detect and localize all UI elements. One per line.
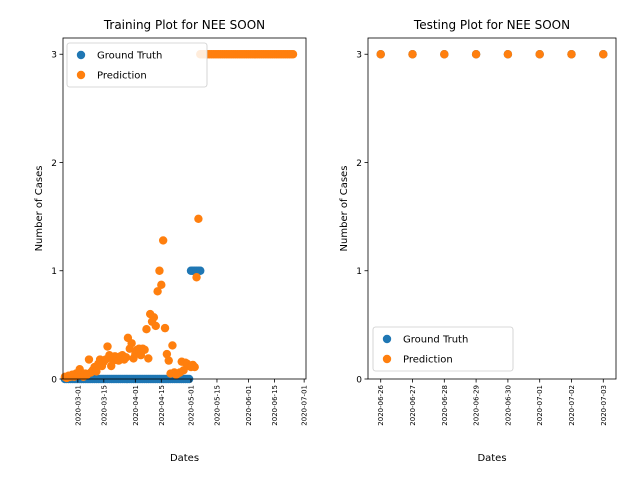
training-point-prediction [158, 236, 168, 245]
testing-chart-title: Testing Plot for NEE SOON [413, 18, 570, 32]
training-point-prediction [162, 349, 172, 359]
testing-y-tick-label: 2 [356, 159, 362, 169]
training-point-prediction [160, 323, 170, 333]
training-legend-box [66, 42, 208, 88]
testing-point-prediction [535, 50, 544, 59]
training-point-prediction [194, 214, 203, 223]
testing-y-tick-label: 1 [356, 267, 362, 277]
training-x-tick-label: 2020-05-01 [187, 385, 195, 426]
training-axes-frame [62, 37, 307, 380]
training-legend-marker [76, 70, 86, 80]
testing-x-tick-label: 2020-06-26 [377, 384, 385, 425]
training-legend: Ground Truth Prediction [66, 42, 208, 88]
training-legend-label: Prediction [97, 71, 147, 82]
training-x-tick-label: 2020-04-01 [132, 385, 140, 426]
training-point-prediction [151, 321, 160, 331]
training-point-prediction [92, 367, 101, 376]
training-x-axis-label: Dates [170, 453, 199, 464]
training-point-prediction [84, 355, 94, 364]
training-point-prediction [121, 353, 131, 362]
training-x-tick-label: 2020-05-15 [213, 385, 221, 426]
testing-y-tick-label: 3 [356, 51, 362, 61]
training-point-prediction [190, 362, 199, 372]
training-y-axis-label: Number of Cases [34, 166, 45, 252]
training-legend-marker [76, 50, 86, 60]
testing-point-prediction [376, 50, 385, 59]
training-x-tick-label: 2020-03-15 [100, 385, 108, 426]
training-point-prediction [144, 354, 153, 363]
testing-legend-box [372, 326, 514, 372]
training-point-prediction [192, 273, 201, 282]
testing-x-tick-label: 2020-06-29 [473, 385, 481, 426]
training-y-tick-label: 0 [51, 376, 57, 386]
testing-y-axis-label: Number of Cases [339, 166, 350, 252]
testing-legend-label: Ground Truth [403, 335, 468, 346]
testing-x-tick-label: 2020-07-03 [600, 385, 608, 426]
training-point-prediction [149, 313, 159, 322]
training-point-prediction [127, 339, 136, 348]
training-point-prediction [103, 342, 112, 351]
testing-point-prediction [440, 50, 449, 59]
testing-point-prediction [503, 50, 513, 59]
testing-x-tick-label: 2020-06-30 [504, 385, 512, 426]
testing-x-tick-label: 2020-07-02 [568, 385, 576, 426]
testing-x-axis-label: Dates [477, 453, 506, 464]
testing-x-tick-label: 2020-07-01 [536, 385, 544, 426]
training-y-tick-label: 1 [51, 267, 57, 277]
training-point-prediction [155, 266, 164, 275]
training-x-tick-label: 2020-04-15 [158, 385, 166, 426]
training-x-tick-label: 2020-06-01 [245, 385, 253, 426]
testing-point-prediction [599, 50, 608, 59]
training-x-tick-label: 2020-06-15 [271, 385, 279, 426]
training-y-tick-label: 2 [51, 159, 57, 169]
testing-plot: Testing Plot for NEE SOON 0 1 2 3 2020-06-26 2… [339, 18, 617, 464]
testing-point-prediction [567, 50, 576, 59]
training-point-ground-truth [196, 266, 205, 275]
training-point-prediction [140, 345, 149, 354]
testing-y-tick-label: 0 [356, 376, 362, 386]
testing-x-tick-label: 2020-06-28 [441, 385, 449, 426]
training-legend-label: Ground Truth [97, 51, 162, 62]
training-x-tick-label: 2020-07-01 [301, 385, 309, 426]
training-plot: Training Plot for NEE SOON 0 1 2 3 2020-03-01… [34, 18, 309, 464]
testing-legend-marker [382, 334, 392, 344]
training-point-prediction [142, 325, 151, 334]
training-chart-title: Training Plot for NEE SOON [103, 18, 265, 32]
training-point-prediction [153, 287, 162, 296]
testing-legend: Ground Truth Prediction [372, 326, 514, 372]
testing-legend-label: Prediction [403, 355, 453, 366]
testing-x-tick-label: 2020-06-27 [409, 385, 417, 426]
training-point-prediction [288, 50, 298, 59]
testing-legend-marker [382, 354, 392, 364]
training-y-tick-label: 3 [51, 51, 57, 61]
training-x-tick-label: 2020-03-01 [74, 385, 82, 426]
training-point-prediction [157, 280, 166, 290]
training-point-prediction [168, 341, 177, 350]
training-series-prediction [60, 50, 298, 383]
testing-series-prediction [376, 50, 608, 59]
testing-point-prediction [408, 50, 417, 59]
training-point-prediction [164, 356, 173, 365]
testing-point-prediction [471, 50, 481, 59]
testing-axes-frame [367, 37, 617, 380]
